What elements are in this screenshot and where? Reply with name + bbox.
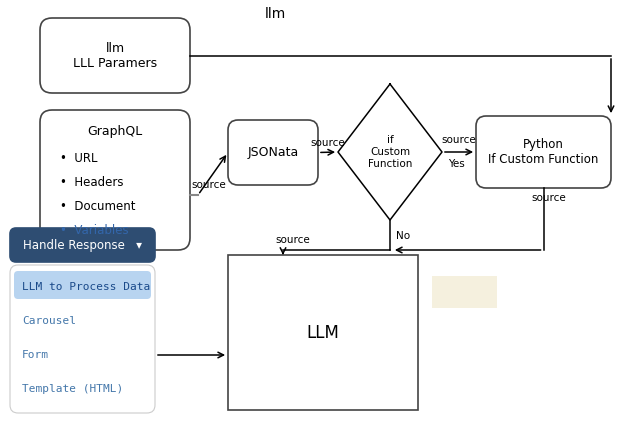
Bar: [432, 276, 497, 308]
Text: •  Headers: • Headers: [60, 175, 124, 188]
Text: Handle Response   ▾: Handle Response ▾: [23, 238, 142, 252]
Text: source: source: [311, 137, 345, 148]
Text: Yes: Yes: [448, 159, 464, 169]
Bar: [228, 255, 418, 410]
Text: •  Document: • Document: [60, 199, 136, 212]
FancyBboxPatch shape: [228, 120, 318, 185]
FancyBboxPatch shape: [10, 228, 155, 262]
Text: LLM: LLM: [306, 324, 340, 342]
FancyBboxPatch shape: [40, 110, 190, 250]
Text: •  URL: • URL: [60, 152, 97, 164]
Text: source: source: [276, 235, 310, 245]
Text: if
Custom
Function: if Custom Function: [368, 135, 412, 169]
Text: source: source: [441, 135, 477, 145]
Text: •  Variables: • Variables: [60, 223, 129, 237]
Text: Form: Form: [22, 350, 49, 360]
Text: Template (HTML): Template (HTML): [22, 384, 123, 394]
FancyBboxPatch shape: [10, 265, 155, 413]
Text: source: source: [192, 180, 226, 190]
FancyBboxPatch shape: [476, 116, 611, 188]
Text: GraphQL: GraphQL: [87, 125, 143, 139]
Text: JSONata: JSONata: [247, 146, 299, 159]
Text: source: source: [531, 193, 566, 203]
Text: LLM to Process Data: LLM to Process Data: [22, 282, 150, 292]
Text: llm: llm: [265, 7, 286, 21]
Text: Python
If Custom Function: Python If Custom Function: [489, 138, 598, 166]
FancyBboxPatch shape: [14, 271, 151, 299]
Text: Carousel: Carousel: [22, 316, 76, 326]
Text: llm
LLL Paramers: llm LLL Paramers: [73, 42, 157, 69]
FancyBboxPatch shape: [40, 18, 190, 93]
Text: No: No: [396, 231, 410, 241]
